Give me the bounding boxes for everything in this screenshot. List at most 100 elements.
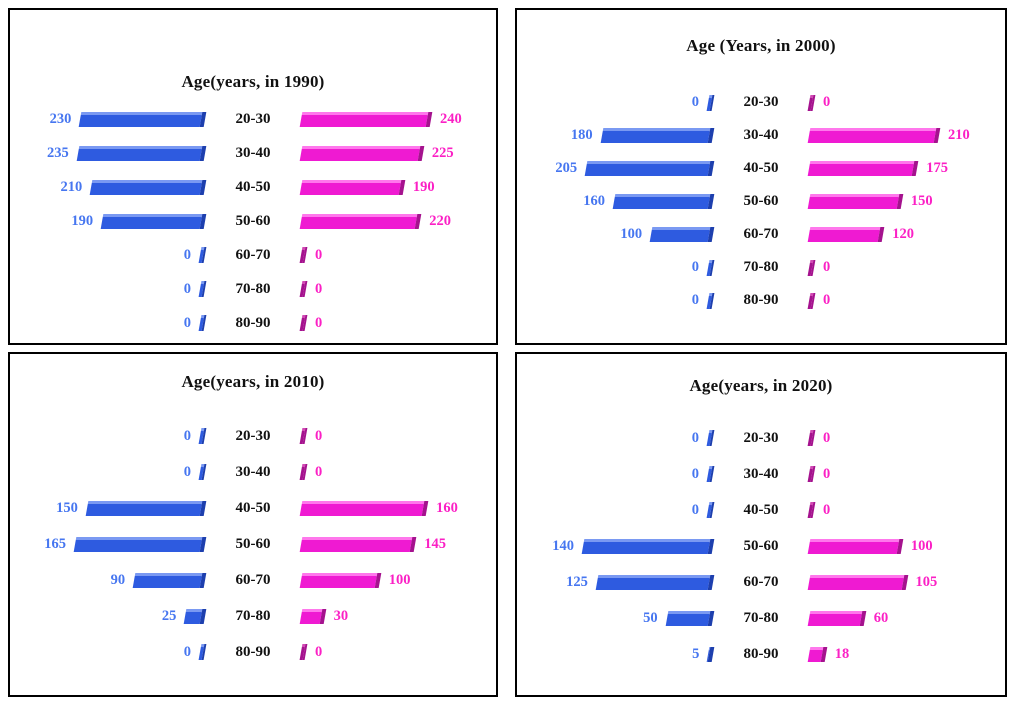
right-bar — [807, 466, 816, 482]
right-value-label: 0 — [315, 314, 323, 331]
pyramid-rows-1990: 230 20-30 240 235 30-40 225 210 40-50 190 190 50-6… — [10, 102, 496, 340]
left-bar-cell: 0 — [22, 464, 207, 481]
right-value-label: 240 — [440, 110, 462, 127]
right-bar-cell: 105 — [807, 573, 993, 591]
left-value-label: 0 — [691, 259, 699, 275]
right-bar — [807, 646, 828, 662]
left-bar-cell: 0 — [529, 501, 715, 519]
age-label: 40-50 — [235, 178, 271, 195]
right-value-label: 0 — [823, 94, 831, 110]
left-value-label: 0 — [691, 429, 699, 446]
left-value-label: 190 — [71, 212, 94, 229]
left-bar-cell: 25 — [22, 608, 207, 625]
right-bar — [807, 430, 816, 446]
pyramid-row: 235 30-40 225 — [10, 136, 496, 170]
right-bar-cell: 220 — [299, 212, 484, 230]
right-bar — [299, 428, 308, 444]
pyramid-row: 0 20-30 0 — [517, 86, 1005, 119]
left-value-label: 165 — [44, 535, 66, 552]
right-value-label: 30 — [333, 607, 349, 624]
left-bar — [76, 145, 207, 161]
right-bar — [299, 644, 308, 660]
left-bar-cell: 150 — [22, 500, 207, 517]
age-label: 60-70 — [235, 246, 271, 263]
pyramid-row: 0 60-70 0 — [10, 238, 496, 272]
right-bar-cell: 30 — [299, 607, 484, 625]
pyramid-row: 0 70-80 0 — [517, 251, 1005, 284]
left-bar-cell: 125 — [529, 574, 715, 591]
left-bar-cell: 0 — [529, 94, 715, 111]
left-bar — [584, 161, 715, 176]
age-label: 70-80 — [235, 607, 271, 624]
right-bar — [807, 194, 904, 209]
right-bar-cell: 150 — [807, 193, 993, 210]
right-bar-cell: 0 — [299, 643, 484, 661]
pyramid-rows-2010: 0 20-30 0 0 30-40 0 150 40-50 160 165 50-60 145 90 60… — [10, 418, 496, 670]
pyramid-row: 190 50-60 220 — [10, 204, 496, 238]
age-label: 40-50 — [743, 501, 779, 518]
right-bar — [807, 128, 941, 143]
left-bar-cell: 180 — [529, 127, 715, 144]
right-bar-cell: 100 — [299, 571, 484, 589]
pyramid-row: 180 30-40 210 — [517, 119, 1005, 152]
left-bar-cell: 140 — [529, 538, 715, 555]
age-label: 80-90 — [235, 643, 271, 660]
right-value-label: 105 — [915, 573, 938, 590]
age-label: 30-40 — [235, 463, 271, 480]
right-bar — [807, 502, 816, 518]
right-bar — [807, 538, 904, 554]
left-bar-cell: 0 — [22, 247, 207, 264]
right-bar-cell: 0 — [807, 94, 993, 111]
right-value-label: 220 — [429, 212, 451, 229]
age-label: 40-50 — [743, 160, 779, 176]
pyramid-row: 100 60-70 120 — [517, 218, 1005, 251]
age-label: 80-90 — [743, 292, 779, 308]
left-value-label: 0 — [691, 465, 699, 482]
left-value-label: 0 — [183, 280, 191, 297]
right-value-label: 100 — [388, 571, 411, 588]
age-label: 80-90 — [743, 645, 779, 662]
left-value-label: 235 — [46, 144, 69, 161]
left-bar — [79, 111, 207, 127]
right-bar — [807, 610, 867, 626]
right-value-label: 0 — [823, 259, 831, 275]
left-value-label: 180 — [570, 127, 593, 143]
left-bar — [600, 128, 715, 143]
pyramid-row: 0 40-50 0 — [517, 492, 1005, 528]
right-bar-cell: 0 — [807, 292, 993, 309]
pyramid-row: 0 70-80 0 — [10, 272, 496, 306]
right-bar — [299, 145, 425, 161]
right-bar-cell: 60 — [807, 610, 993, 627]
pyramid-row: 0 20-30 0 — [10, 418, 496, 454]
right-bar — [299, 111, 433, 127]
left-value-label: 0 — [691, 501, 699, 518]
right-value-label: 160 — [436, 499, 458, 516]
left-bar — [132, 572, 207, 588]
pyramid-row: 150 40-50 160 — [10, 490, 496, 526]
left-value-label: 230 — [49, 110, 72, 127]
right-bar — [807, 161, 919, 176]
pyramid-row: 0 80-90 0 — [517, 284, 1005, 317]
right-bar — [299, 572, 382, 588]
left-value-label: 205 — [555, 160, 578, 176]
left-value-label: 0 — [691, 94, 699, 110]
panel-2000: Age (Years, in 2000) 0 20-30 0 180 30-40 210 2… — [515, 8, 1007, 345]
left-value-label: 90 — [110, 571, 126, 588]
right-value-label: 225 — [431, 144, 454, 161]
age-label: 40-50 — [235, 499, 271, 516]
left-bar-cell: 5 — [529, 646, 715, 663]
pyramid-row: 50 70-80 60 — [517, 600, 1005, 636]
right-bar — [807, 292, 816, 309]
right-value-label: 0 — [315, 643, 323, 660]
left-bar-cell: 165 — [22, 535, 207, 553]
left-value-label: 0 — [691, 292, 699, 308]
age-label: 70-80 — [235, 280, 271, 297]
right-bar — [299, 179, 406, 195]
left-bar-cell: 0 — [22, 428, 207, 445]
right-bar-cell: 0 — [299, 428, 484, 445]
right-bar — [299, 281, 308, 297]
pyramid-row: 0 20-30 0 — [517, 420, 1005, 456]
right-bar-cell: 120 — [807, 226, 993, 243]
left-bar-cell: 210 — [22, 179, 207, 196]
left-bar — [595, 574, 715, 590]
